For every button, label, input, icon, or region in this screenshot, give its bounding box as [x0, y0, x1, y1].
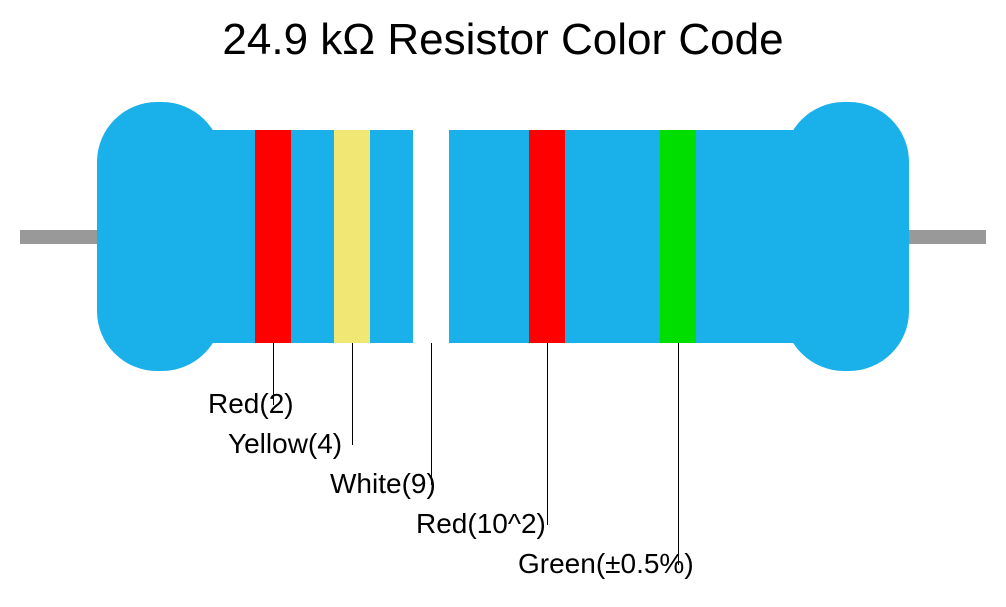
color-band-3 [413, 130, 449, 343]
color-band-1 [255, 130, 291, 343]
band-label-2: Yellow(4) [228, 428, 342, 460]
diagram-title: 24.9 kΩ Resistor Color Code [0, 15, 1006, 65]
wire-lead-right [896, 230, 986, 244]
leader-line-4 [547, 343, 548, 525]
leader-line-2 [352, 343, 353, 445]
color-band-5 [660, 130, 696, 343]
resistor-endcap-left [97, 102, 222, 371]
band-label-5: Green(±0.5%) [518, 548, 694, 580]
band-label-3: White(9) [330, 468, 436, 500]
leader-line-3 [431, 343, 432, 485]
band-label-4: Red(10^2) [416, 508, 546, 540]
resistor-endcap-right [784, 102, 909, 371]
color-band-2 [334, 130, 370, 343]
color-band-4 [529, 130, 565, 343]
resistor-body [210, 130, 798, 343]
band-label-1: Red(2) [208, 388, 294, 420]
leader-line-5 [678, 343, 679, 565]
